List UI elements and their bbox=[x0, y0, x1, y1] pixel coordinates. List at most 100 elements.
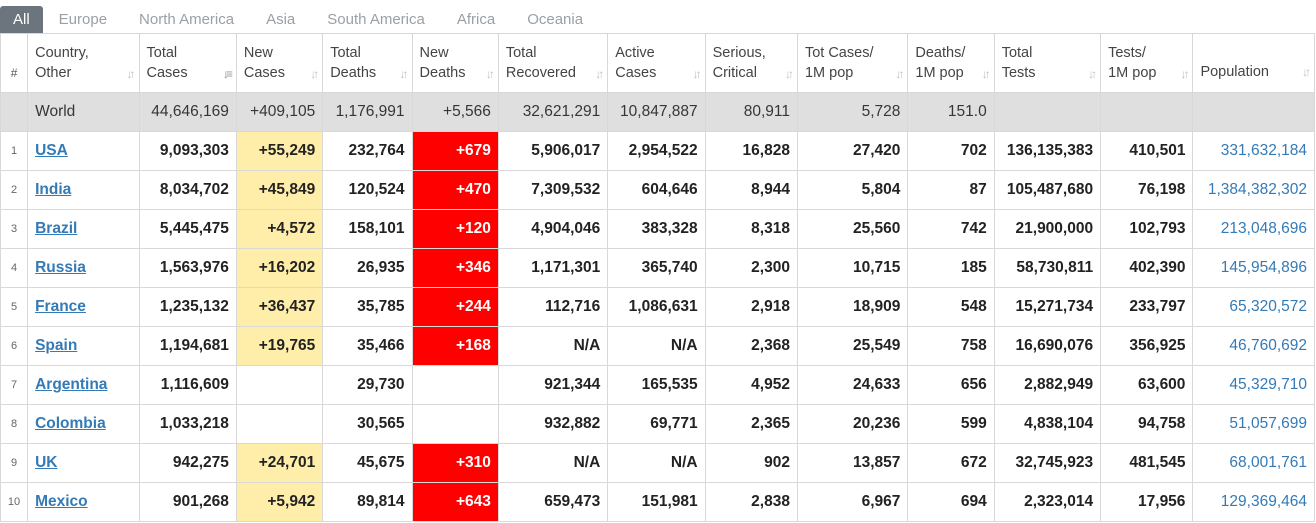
header-new-cases[interactable]: New Cases ↓↑ bbox=[235, 33, 324, 93]
header-active-cases[interactable]: Active Cases ↓↑ bbox=[607, 33, 706, 93]
country-link[interactable]: Colombia bbox=[35, 415, 106, 432]
total-recovered-cell: 921,344 bbox=[497, 365, 609, 405]
serious-critical-cell: 4,952 bbox=[704, 365, 798, 405]
header-tests-per-1m[interactable]: Tests/1M pop ↓↑ bbox=[1100, 33, 1194, 93]
country-link[interactable]: Brazil bbox=[35, 220, 78, 237]
sort-desc-icon[interactable]: ↓≡ bbox=[222, 67, 233, 81]
country-link[interactable]: Mexico bbox=[35, 493, 88, 510]
new-deaths-cell: +244 bbox=[411, 287, 499, 327]
tab-south-america[interactable]: South America bbox=[327, 11, 425, 28]
header-total-deaths[interactable]: Total Deaths ↓↑ bbox=[322, 33, 413, 93]
header-label-line2: Recovered bbox=[505, 65, 576, 81]
sort-icon[interactable]: ↓↑ bbox=[981, 67, 991, 81]
sort-icon[interactable]: ↓↑ bbox=[126, 67, 136, 81]
header-rank[interactable]: # bbox=[0, 33, 29, 93]
table-row: 5 France 1,235,132 +36,437 35,785 +244 112,716… bbox=[0, 287, 1315, 327]
country-cell: UK bbox=[27, 443, 140, 483]
header-tot-cases-per-1m[interactable]: Tot Cases/1M pop ↓↑ bbox=[796, 33, 909, 93]
tab-north-america[interactable]: North America bbox=[139, 11, 235, 28]
country-cell: India bbox=[27, 170, 140, 210]
total-deaths-cell: 232,764 bbox=[322, 131, 413, 171]
country-link[interactable]: India bbox=[35, 181, 72, 198]
header-label-line1: Active bbox=[615, 45, 655, 61]
new-deaths-cell bbox=[411, 365, 499, 405]
rank-cell: 2 bbox=[0, 170, 29, 210]
new-cases-cell: +45,849 bbox=[235, 170, 324, 210]
total-recovered-cell: 5,906,017 bbox=[497, 131, 609, 171]
population-cell: 46,760,692 bbox=[1192, 326, 1315, 366]
country-link[interactable]: Russia bbox=[35, 259, 86, 276]
total-tests-cell: 2,323,014 bbox=[993, 482, 1102, 522]
header-total-cases[interactable]: Total Cases ↓≡ bbox=[138, 33, 237, 93]
deaths-per-1m-cell: 599 bbox=[907, 404, 995, 444]
country-link[interactable]: USA bbox=[35, 142, 68, 159]
new-deaths-cell bbox=[411, 404, 499, 444]
header-label-line1: Tot Cases/ bbox=[804, 45, 874, 61]
world-row: World 44,646,169 +409,105 1,176,991 +5,566 32… bbox=[0, 92, 1315, 132]
sort-icon[interactable]: ↓↑ bbox=[595, 67, 604, 81]
country-cell: Brazil bbox=[27, 209, 140, 249]
tab-all[interactable]: All bbox=[0, 6, 43, 33]
total-tests-cell: 58,730,811 bbox=[993, 248, 1102, 288]
table-row: 7 Argentina 1,116,609 29,730 921,344 165,535 4… bbox=[0, 365, 1315, 405]
sort-icon[interactable]: ↓↑ bbox=[692, 67, 702, 81]
deaths-per-1m-cell: 656 bbox=[907, 365, 995, 405]
tab-europe[interactable]: Europe bbox=[58, 11, 108, 28]
population-cell: 45,329,710 bbox=[1192, 365, 1315, 405]
header-country[interactable]: Country, Other ↓↑ bbox=[27, 33, 140, 93]
header-label-line2: Cases bbox=[615, 65, 657, 81]
total-deaths-cell: 35,785 bbox=[322, 287, 413, 327]
tab-asia[interactable]: Asia bbox=[266, 11, 296, 28]
header-label-line2: Deaths bbox=[419, 65, 466, 81]
serious-critical-cell: 902 bbox=[704, 443, 798, 483]
header-label-line1: Total bbox=[1001, 45, 1033, 61]
total-recovered-cell: N/A bbox=[497, 443, 609, 483]
sort-icon[interactable]: ↓↑ bbox=[1088, 67, 1097, 81]
new-cases-cell: +4,572 bbox=[235, 209, 324, 249]
header-deaths-per-1m[interactable]: Deaths/1M pop ↓↑ bbox=[907, 33, 995, 93]
population-cell bbox=[1192, 92, 1315, 132]
total-cases-cell: 8,034,702 bbox=[138, 170, 237, 210]
tests-per-1m-cell: 63,600 bbox=[1100, 365, 1194, 405]
header-total-recovered[interactable]: Total Recovered ↓↑ bbox=[497, 33, 609, 93]
sort-icon[interactable]: ↓↑ bbox=[1180, 67, 1189, 81]
tests-per-1m-cell: 410,501 bbox=[1100, 131, 1194, 171]
tests-per-1m-cell bbox=[1100, 92, 1194, 132]
country-cell: Russia bbox=[27, 248, 140, 288]
header-label: # bbox=[10, 66, 18, 80]
tot-cases-per-1m-cell: 25,549 bbox=[796, 326, 909, 366]
rank-cell: 1 bbox=[0, 131, 29, 171]
rank-cell: 7 bbox=[0, 365, 29, 405]
country-link[interactable]: Argentina bbox=[35, 376, 108, 393]
new-deaths-cell: +168 bbox=[411, 326, 499, 366]
sort-icon[interactable]: ↓↑ bbox=[895, 67, 904, 81]
total-cases-cell: 1,235,132 bbox=[138, 287, 237, 327]
header-new-deaths[interactable]: New Deaths ↓↑ bbox=[411, 33, 499, 93]
country-link[interactable]: UK bbox=[35, 454, 58, 471]
tab-oceania[interactable]: Oceania bbox=[527, 11, 584, 28]
rank-cell: 3 bbox=[0, 209, 29, 249]
new-cases-cell: +55,249 bbox=[235, 131, 324, 171]
sort-icon[interactable]: ↓↑ bbox=[310, 67, 319, 81]
country-link[interactable]: France bbox=[35, 298, 86, 315]
header-label-line1: Country, bbox=[35, 45, 89, 61]
country-link[interactable]: Spain bbox=[35, 337, 78, 354]
table-row: 2 India 8,034,702 +45,849 120,524 +470 7,309,5… bbox=[0, 170, 1315, 210]
deaths-per-1m-cell: 548 bbox=[907, 287, 995, 327]
sort-icon[interactable]: ↓↑ bbox=[399, 67, 409, 81]
table-row: 6 Spain 1,194,681 +19,765 35,466 +168 N/A N/A 2,… bbox=[0, 326, 1315, 366]
header-total-tests[interactable]: Total Tests ↓↑ bbox=[993, 33, 1102, 93]
tot-cases-per-1m-cell: 13,857 bbox=[796, 443, 909, 483]
header-label: New Deaths bbox=[420, 43, 466, 83]
sort-icon[interactable]: ↓↑ bbox=[485, 67, 495, 81]
sort-icon[interactable]: ↓↑ bbox=[784, 67, 794, 81]
total-cases-cell: 1,116,609 bbox=[138, 365, 237, 405]
header-population[interactable]: Population ↓↑ bbox=[1192, 33, 1315, 93]
total-tests-cell: 16,690,076 bbox=[993, 326, 1102, 366]
tab-africa[interactable]: Africa bbox=[456, 11, 496, 28]
deaths-per-1m-cell: 185 bbox=[907, 248, 995, 288]
deaths-per-1m-cell: 758 bbox=[907, 326, 995, 366]
header-label-line2: Deaths bbox=[330, 65, 377, 81]
header-serious-critical[interactable]: Serious, Critical ↓↑ bbox=[704, 33, 798, 93]
sort-icon[interactable]: ↓↑ bbox=[1302, 65, 1311, 79]
